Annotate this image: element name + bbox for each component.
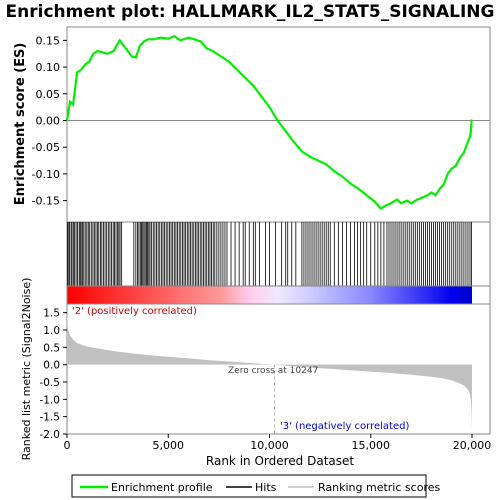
metric-tick-label: 0.0: [43, 360, 60, 372]
x-axis-ticks: 0 5,000 10,000 15,000 20,000: [64, 434, 492, 452]
es-tick-label: -0.10: [32, 168, 60, 181]
x-tick-label: 10,000: [250, 439, 289, 452]
metric-tick-label: -0.5: [40, 377, 61, 389]
metric-axis-ticks: -2.0 -1.5 -1.0 -0.5 0.0 0.5 1.0 1.5: [40, 308, 67, 441]
metric-tick-label: 0.5: [43, 342, 60, 354]
hits-panel: [66, 221, 491, 287]
enrichment-profile-line: [65, 34, 473, 211]
es-tick-label: 0.15: [36, 34, 61, 47]
hits-panel-frame: [66, 221, 491, 287]
legend-metric-label: Ranking metric scores: [318, 481, 440, 494]
ranking-metric-area: [67, 309, 472, 433]
es-tick-label: -0.15: [32, 195, 60, 208]
rank-gradient-panel: [66, 285, 491, 305]
x-tick-label: 0: [64, 439, 71, 452]
legend: Enrichment profile Hits Ranking metric s…: [71, 474, 440, 498]
hit-marks: [67, 222, 472, 286]
es-axis-label: Enrichment score (ES): [13, 43, 28, 206]
ranked-metric-panel: -2.0 -1.5 -1.0 -0.5 0.0 0.5 1.0 1.5 0 5,000 10,00…: [20, 278, 491, 468]
x-tick-label: 5,000: [153, 439, 185, 452]
negative-correlation-label: '3' (negatively correlated): [280, 421, 409, 432]
x-tick-label: 15,000: [352, 439, 391, 452]
x-axis-label: Rank in Ordered Dataset: [206, 454, 354, 468]
metric-tick-label: -2.0: [40, 429, 61, 441]
metric-tick-label: -1.0: [40, 394, 61, 406]
zero-cross-label: Zero cross at 10247: [228, 366, 318, 376]
es-tick-label: -0.05: [32, 141, 60, 154]
es-tick-label: 0.10: [36, 61, 61, 74]
enrichment-score-panel: -0.15 -0.10 -0.05 0.00 0.05 0.10 0.15 Enrichme…: [13, 26, 491, 223]
metric-tick-label: -1.5: [40, 412, 61, 424]
legend-frame: [71, 474, 427, 498]
es-tick-label: 0.05: [36, 88, 61, 101]
chart-title: Enrichment plot: HALLMARK_IL2_STAT5_SIGN…: [6, 2, 495, 22]
legend-hits-label: Hits: [255, 481, 277, 494]
positive-correlation-label: '2' (positively correlated): [72, 306, 197, 317]
legend-profile-label: Enrichment profile: [111, 481, 213, 494]
rank-gradient-strip: [67, 286, 472, 304]
es-axis-ticks: -0.15 -0.10 -0.05 0.00 0.05 0.10 0.15: [32, 34, 67, 208]
metric-tick-label: 1.0: [43, 325, 60, 337]
es-panel-frame: [66, 26, 491, 223]
x-tick-label: 20,000: [453, 439, 492, 452]
metric-axis-label: Ranked list metric (Signal2Noise): [20, 278, 33, 461]
metric-tick-label: 1.5: [43, 308, 60, 320]
es-tick-label: 0.00: [36, 114, 61, 127]
